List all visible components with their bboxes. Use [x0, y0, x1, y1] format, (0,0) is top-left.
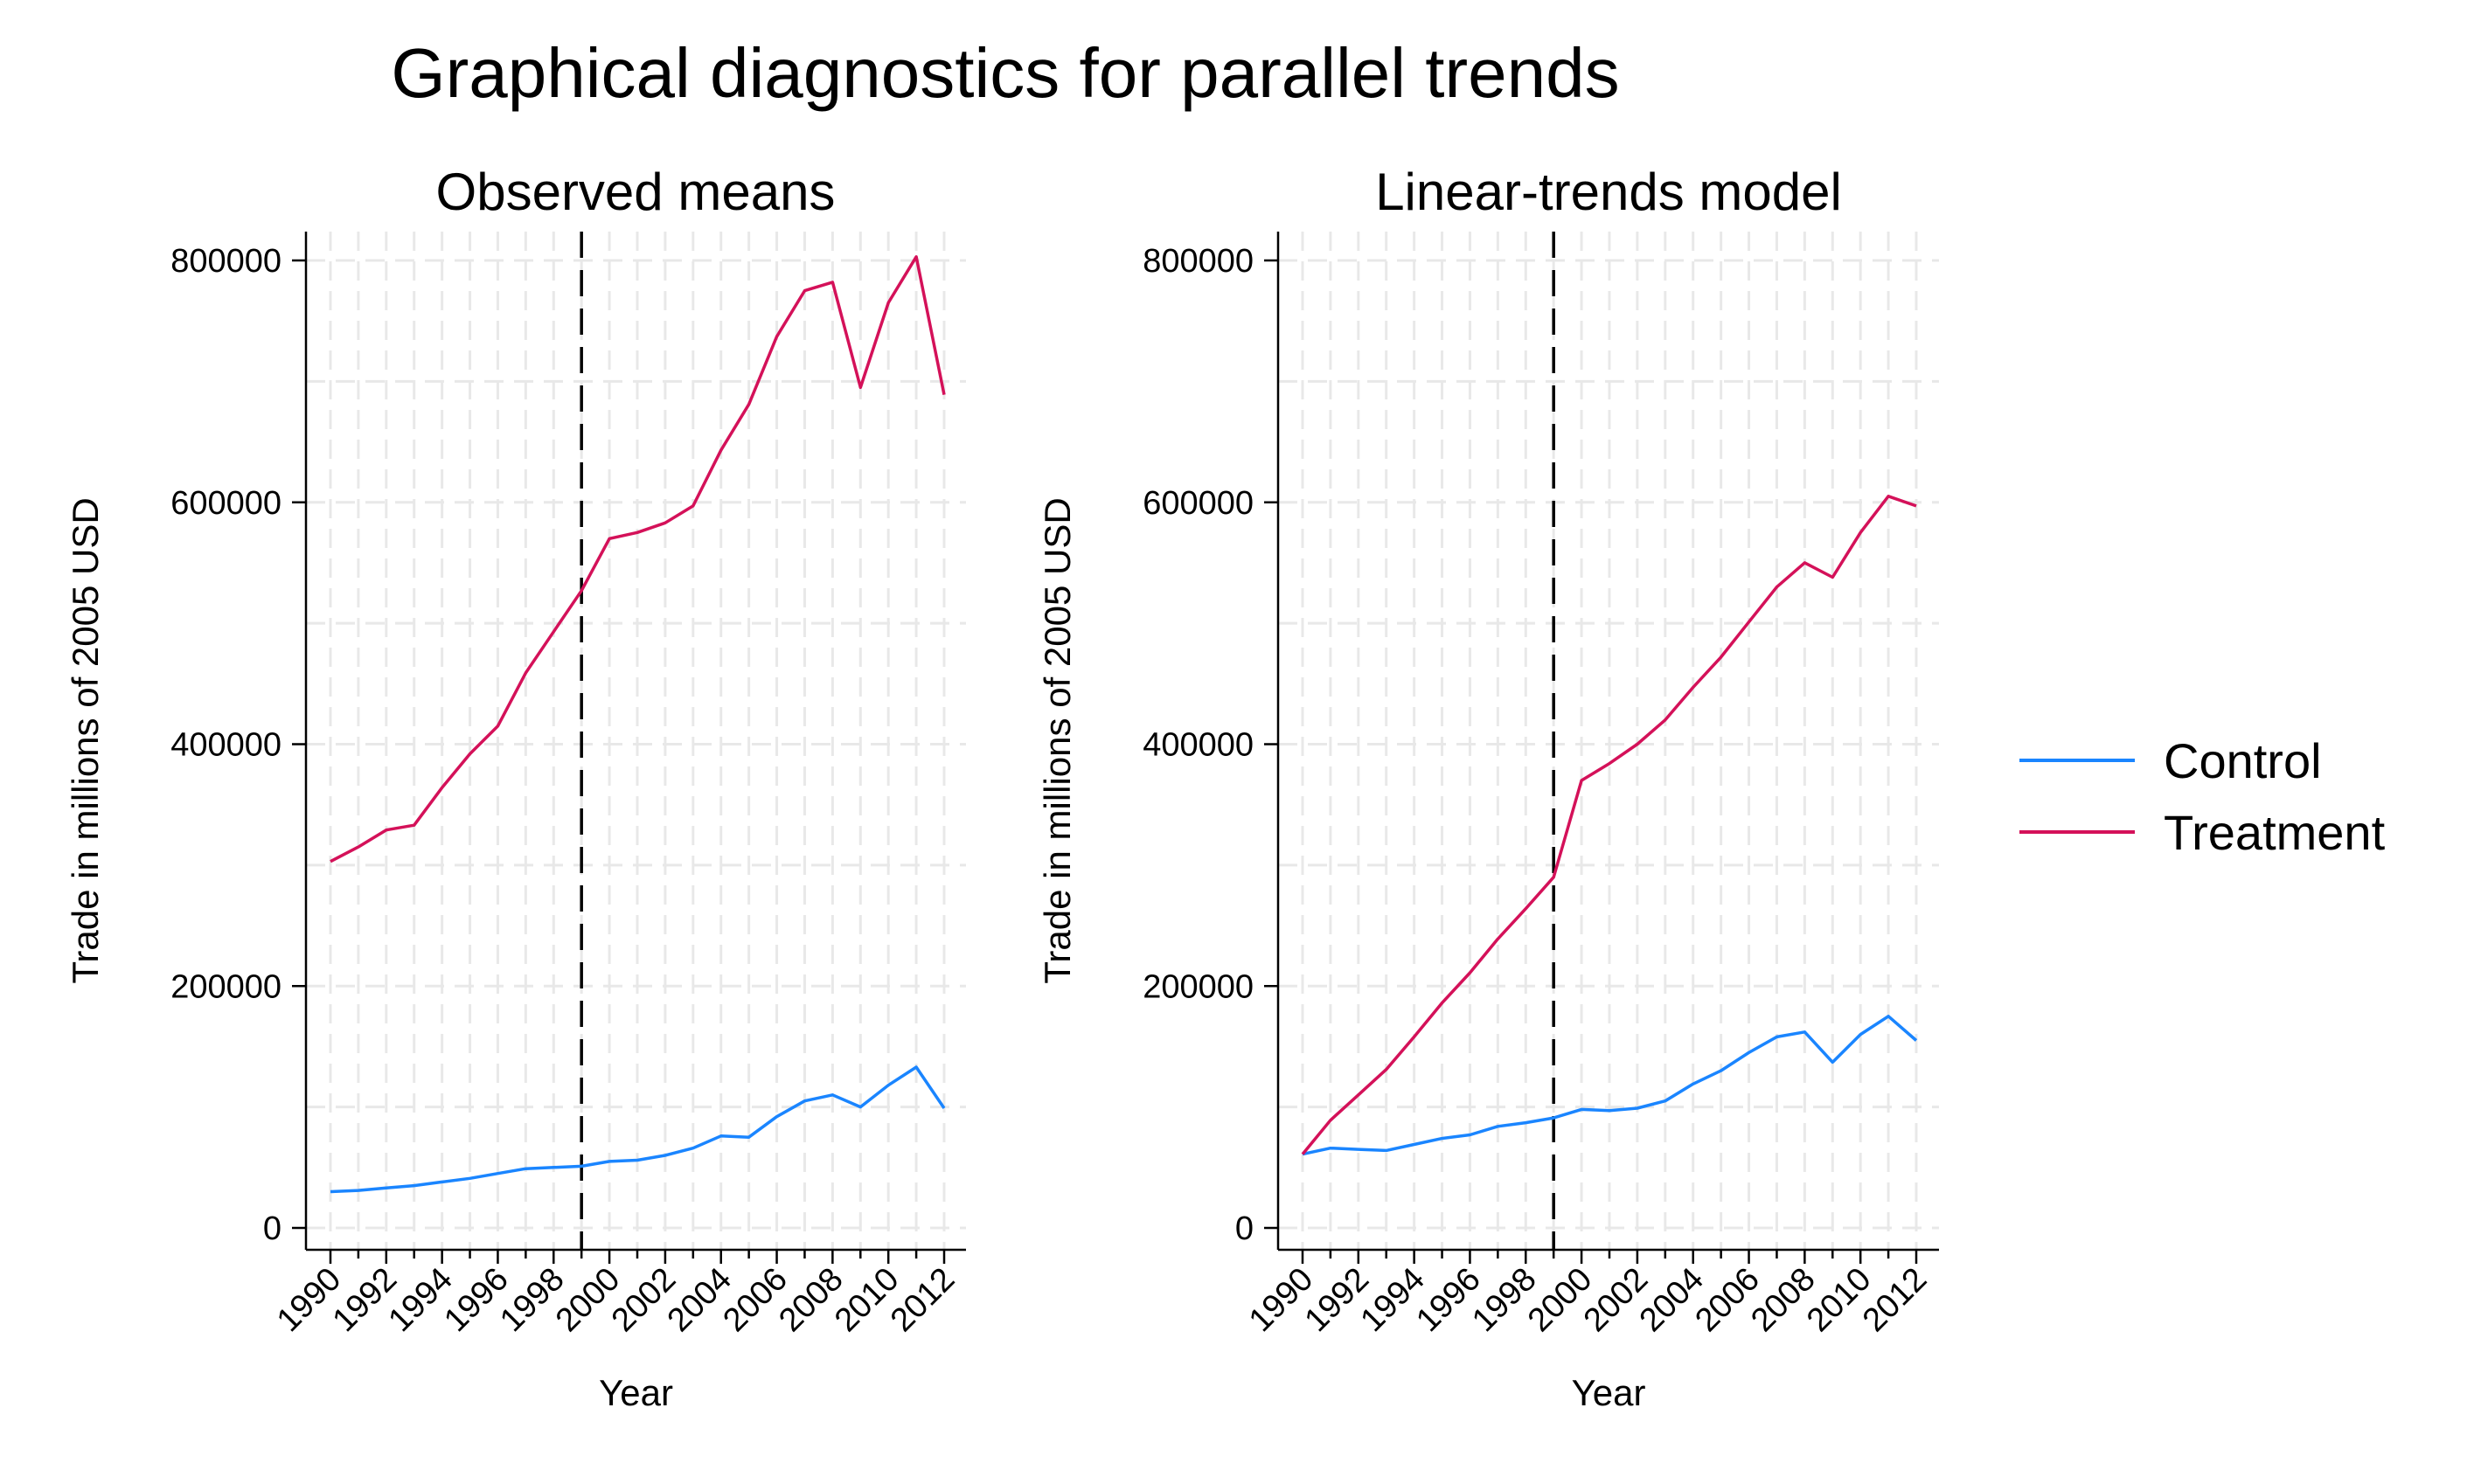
x-tick-label: 2006 — [1688, 1261, 1766, 1339]
x-tick-label: 2010 — [1800, 1261, 1878, 1339]
x-tick-label: 2008 — [772, 1261, 850, 1339]
x-tick-label: 2006 — [716, 1261, 794, 1339]
y-tick-label: 0 — [263, 1210, 281, 1247]
x-tick-label: 2004 — [1633, 1261, 1711, 1339]
panel-title: Observed means — [436, 163, 836, 221]
x-tick-label: 2010 — [828, 1261, 906, 1339]
x-tick-label: 1996 — [1409, 1261, 1487, 1339]
x-tick-label: 1994 — [382, 1261, 460, 1339]
y-tick-label: 0 — [1235, 1210, 1254, 1247]
x-tick-label: 1998 — [1465, 1261, 1543, 1339]
x-axis-label: Year — [1572, 1372, 1646, 1413]
series-line-treatment — [1301, 495, 1917, 1155]
x-tick-label: 2000 — [549, 1261, 627, 1339]
x-tick-label: 2004 — [661, 1261, 739, 1339]
series-line-control — [1302, 1015, 1918, 1156]
y-tick-label: 400000 — [1143, 727, 1254, 764]
y-tick-label: 600000 — [1143, 485, 1254, 522]
y-axis-label: Trade in millions of 2005 USD — [1037, 497, 1078, 983]
x-tick-label: 1990 — [270, 1261, 348, 1339]
x-axis-label: Year — [599, 1372, 673, 1413]
x-tick-label: 1990 — [1242, 1261, 1320, 1339]
figure-title: Graphical diagnostics for parallel trend… — [391, 34, 1620, 112]
y-tick-label: 800000 — [1143, 243, 1254, 280]
y-tick-label: 400000 — [170, 727, 281, 764]
x-tick-label: 2008 — [1744, 1261, 1822, 1339]
x-tick-label: 2002 — [1577, 1261, 1655, 1339]
x-tick-label: 1996 — [437, 1261, 515, 1339]
y-tick-label: 200000 — [1143, 968, 1254, 1005]
x-tick-label: 1992 — [1298, 1261, 1376, 1339]
x-tick-label: 2012 — [1856, 1261, 1934, 1339]
x-tick-label: 1998 — [493, 1261, 571, 1339]
y-axis-label: Trade in millions of 2005 USD — [65, 497, 106, 983]
panel-title: Linear-trends model — [1375, 163, 1842, 221]
series-line-control — [330, 1065, 946, 1194]
legend-label-treatment: Treatment — [2164, 805, 2386, 860]
x-tick-label: 2002 — [605, 1261, 683, 1339]
series-line-treatment — [330, 255, 946, 863]
x-tick-label: 2012 — [884, 1261, 962, 1339]
legend-label-control: Control — [2164, 733, 2322, 788]
x-tick-label: 1992 — [326, 1261, 404, 1339]
x-tick-label: 1994 — [1354, 1261, 1432, 1339]
y-tick-label: 600000 — [170, 485, 281, 522]
y-tick-label: 200000 — [170, 968, 281, 1005]
x-tick-label: 2000 — [1521, 1261, 1599, 1339]
y-tick-label: 800000 — [170, 243, 281, 280]
